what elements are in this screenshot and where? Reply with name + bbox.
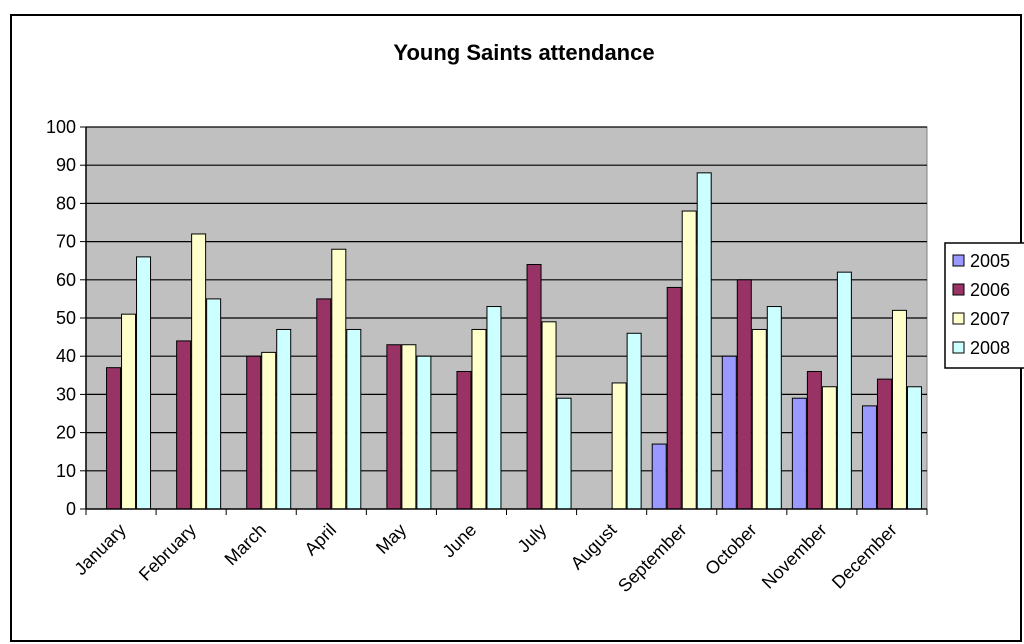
bar-2006-november: [806, 370, 822, 510]
bar-2006-june: [456, 370, 472, 510]
bar-2005-december: [861, 405, 877, 510]
y-tick-label: 20: [56, 423, 76, 443]
legend: 2005 2006 2007 2008: [944, 242, 1024, 369]
bar-2006-october: [736, 279, 752, 510]
y-axis-ticks: 0 10 20 30 40 50 60 70 80 90 100: [46, 117, 86, 519]
bar-2008-may: [416, 355, 432, 510]
bar-2007-august: [611, 382, 627, 510]
bar-2008-february: [206, 298, 222, 510]
x-tick-label: November: [758, 520, 831, 593]
legend-swatch-2008: [952, 341, 965, 354]
bar-2005-october: [721, 355, 737, 510]
bar-2008-august: [626, 332, 642, 510]
y-tick-label: 0: [66, 499, 76, 519]
x-tick-label: January: [70, 520, 129, 579]
bar-2008-april: [346, 328, 362, 510]
bar-2008-january: [136, 256, 152, 510]
bar-2007-september: [681, 210, 697, 510]
legend-label-2006: 2006: [970, 280, 1010, 300]
bar-2005-september: [651, 443, 667, 510]
y-tick-label: 40: [56, 346, 76, 366]
x-tick-label: December: [828, 520, 901, 593]
bar-2007-november: [821, 386, 837, 510]
legend-swatch-2006: [952, 283, 965, 296]
bar-2006-march: [246, 355, 262, 510]
bar-2006-april: [316, 298, 332, 510]
y-tick-label: 100: [46, 117, 76, 137]
x-tick-label: August: [567, 520, 621, 574]
bar-2007-june: [471, 328, 487, 510]
x-tick-label: March: [221, 520, 271, 570]
bar-2006-february: [176, 340, 192, 510]
x-tick-label: May: [372, 520, 410, 558]
y-tick-label: 30: [56, 384, 76, 404]
bar-2008-july: [556, 397, 572, 510]
bar-2007-october: [751, 328, 767, 510]
bar-2006-january: [106, 367, 122, 510]
bars: [106, 172, 922, 510]
legend-swatch-2007: [952, 312, 965, 325]
gridlines: [86, 126, 927, 472]
legend-label-2007: 2007: [970, 309, 1010, 329]
x-tick-label: October: [701, 520, 760, 579]
bar-2008-march: [276, 328, 292, 510]
bar-2008-october: [766, 306, 782, 510]
bar-2008-june: [486, 306, 502, 510]
bar-2008-november: [836, 271, 852, 510]
y-tick-label: 60: [56, 270, 76, 290]
bar-2006-september: [666, 286, 682, 510]
legend-label-2005: 2005: [970, 251, 1010, 271]
bar-2007-december: [891, 309, 907, 510]
x-tick-label: July: [514, 520, 551, 557]
x-tick-label: February: [135, 520, 200, 585]
bar-2007-april: [331, 248, 347, 510]
x-tick-label: April: [301, 520, 341, 560]
x-axis-ticks: January February March April May June July Augu…: [70, 509, 928, 596]
y-tick-label: 80: [56, 193, 76, 213]
bar-2007-july: [541, 321, 557, 510]
y-tick-label: 90: [56, 155, 76, 175]
bar-2006-may: [386, 344, 402, 510]
bar-2007-march: [261, 351, 277, 510]
x-tick-label: September: [614, 520, 690, 596]
y-tick-label: 70: [56, 232, 76, 252]
legend-swatch-2005: [952, 254, 965, 267]
bar-2008-september: [696, 172, 712, 510]
legend-label-2008: 2008: [970, 338, 1010, 358]
bar-2007-january: [121, 313, 137, 510]
bar-2006-july: [526, 264, 542, 510]
y-tick-label: 50: [56, 308, 76, 328]
chart-title: Young Saints attendance: [393, 40, 654, 65]
bar-2005-november: [791, 397, 807, 510]
y-tick-label: 10: [56, 461, 76, 481]
bar-2006-december: [876, 378, 892, 510]
bar-2007-may: [401, 344, 417, 510]
bar-2007-february: [191, 233, 207, 510]
bar-2008-december: [906, 386, 922, 510]
x-tick-label: June: [439, 520, 481, 562]
